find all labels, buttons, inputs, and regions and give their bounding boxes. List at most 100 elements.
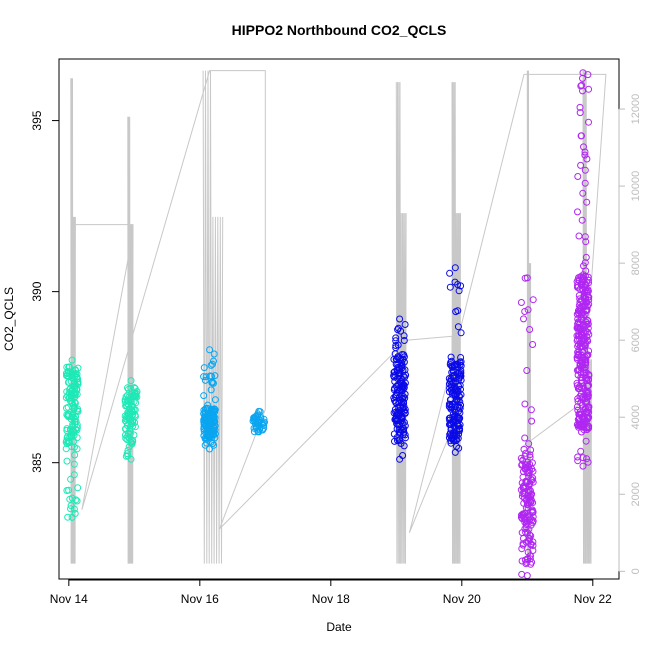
- data-point: [447, 381, 455, 389]
- data-point: [402, 434, 409, 442]
- data-point: [446, 283, 454, 291]
- data-point: [208, 372, 215, 380]
- data-point: [519, 468, 527, 475]
- data-point: [455, 287, 463, 295]
- data-point: [581, 301, 589, 309]
- data-point: [574, 283, 581, 291]
- data-point: [527, 406, 535, 414]
- data-point: [583, 155, 591, 163]
- data-point: [123, 450, 131, 458]
- data-point: [574, 453, 582, 461]
- data-point: [574, 395, 582, 403]
- x-tick-label: Nov 14: [50, 592, 88, 606]
- data-point: [522, 478, 530, 486]
- data-point: [398, 426, 406, 434]
- data-point: [581, 356, 589, 364]
- data-point: [200, 373, 208, 381]
- data-point: [577, 325, 585, 333]
- data-point: [391, 405, 399, 413]
- data-points: [62, 69, 593, 580]
- data-point: [526, 555, 534, 563]
- data-point: [210, 418, 218, 426]
- data-point: [520, 315, 527, 323]
- data-point: [524, 500, 532, 508]
- data-point: [583, 198, 591, 206]
- data-point: [455, 444, 463, 452]
- data-point: [527, 491, 535, 499]
- data-point: [522, 449, 530, 457]
- data-point: [456, 372, 464, 380]
- data-point: [452, 386, 460, 394]
- x-tick-label: Nov 22: [574, 592, 612, 606]
- data-point: [522, 560, 530, 568]
- data-point: [67, 388, 75, 395]
- data-point: [200, 392, 208, 400]
- data-point: [582, 369, 590, 376]
- data-point: [250, 428, 258, 436]
- data-point: [74, 405, 82, 413]
- data-point: [398, 401, 406, 409]
- right-y-tick-label: 6000: [630, 328, 642, 352]
- altitude-profile: [202, 70, 224, 564]
- data-point: [578, 377, 585, 384]
- data-point: [206, 445, 214, 453]
- data-point: [124, 384, 131, 392]
- data-point: [63, 372, 70, 380]
- data-point: [204, 424, 212, 432]
- data-point: [575, 415, 583, 423]
- x-tick-label: Nov 18: [312, 592, 350, 606]
- data-point: [451, 403, 459, 411]
- data-point: [394, 363, 402, 371]
- right-y-tick-label: 10000: [630, 171, 642, 202]
- data-point: [397, 327, 405, 335]
- data-point: [129, 438, 137, 446]
- data-point: [575, 232, 583, 240]
- data-point: [529, 547, 537, 554]
- data-point: [210, 350, 218, 358]
- data-point: [578, 216, 586, 224]
- x-tick-label: Nov 16: [181, 592, 219, 606]
- data-point: [70, 460, 78, 468]
- data-point: [133, 388, 141, 395]
- data-point: [391, 437, 398, 445]
- data-point: [63, 363, 71, 371]
- data-point: [523, 367, 531, 374]
- altitude-profile: [395, 82, 407, 564]
- data-point: [519, 484, 527, 492]
- data-point: [396, 387, 404, 394]
- data-point: [64, 367, 72, 375]
- data-point: [67, 475, 75, 483]
- data-point: [528, 506, 536, 514]
- y-axis: 385 390 395: [30, 110, 60, 473]
- data-point: [71, 366, 79, 374]
- data-point: [517, 454, 525, 462]
- data-point: [446, 429, 454, 437]
- y-tick-label: 395: [30, 110, 44, 130]
- data-point: [575, 341, 582, 348]
- data-point: [209, 360, 216, 368]
- data-point: [579, 462, 587, 470]
- data-point: [521, 308, 529, 315]
- data-point: [392, 344, 400, 352]
- data-point: [456, 404, 464, 412]
- data-point: [578, 132, 585, 140]
- data-point: [206, 408, 214, 416]
- data-point: [66, 495, 74, 503]
- chart-title: HIPPO2 Northbound CO2_QCLS: [232, 22, 447, 38]
- data-point: [396, 315, 404, 323]
- data-point: [255, 407, 263, 415]
- data-point: [584, 404, 592, 412]
- data-point: [260, 424, 268, 432]
- data-point: [211, 426, 219, 434]
- data-point: [210, 407, 218, 415]
- data-point: [518, 529, 526, 537]
- data-point: [451, 448, 459, 456]
- data-point: [400, 337, 408, 344]
- data-point: [457, 354, 465, 361]
- data-point: [582, 437, 590, 445]
- data-point: [578, 401, 586, 409]
- data-point: [68, 513, 76, 521]
- data-point: [521, 400, 529, 408]
- data-point: [396, 411, 404, 418]
